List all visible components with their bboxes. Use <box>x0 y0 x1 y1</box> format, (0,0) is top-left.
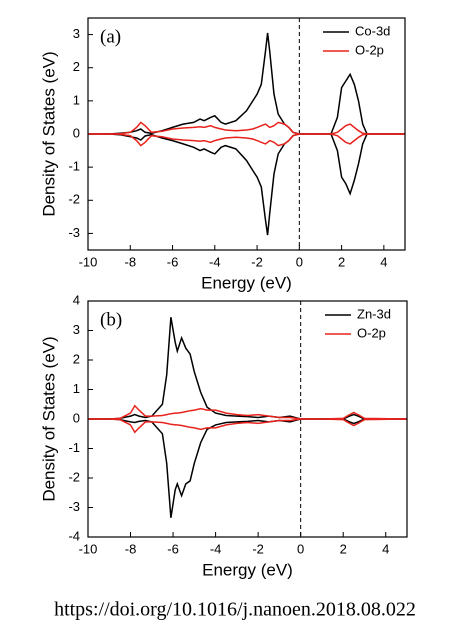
y-tick-label: 4 <box>73 292 80 307</box>
y-axis-label: Density of States (eV) <box>39 51 58 216</box>
y-tick-label: 3 <box>73 322 80 337</box>
x-tick-label: -4 <box>210 541 222 556</box>
x-tick-label: -10 <box>79 541 98 556</box>
legend-label: Co-3d <box>355 23 390 38</box>
y-tick-label: 2 <box>73 59 80 74</box>
dos-line <box>88 121 405 135</box>
x-tick-label: -2 <box>252 541 264 556</box>
x-tick-label: -10 <box>79 254 98 269</box>
dos-line <box>88 32 405 135</box>
x-axis-label: Energy (eV) <box>201 273 292 292</box>
y-tick-label: -3 <box>68 499 80 514</box>
source-doi: https://doi.org/10.1016/j.nanoen.2018.08… <box>54 599 416 621</box>
x-tick-label: -8 <box>124 254 136 269</box>
x-tick-label: -6 <box>167 541 179 556</box>
x-tick-label: 2 <box>340 541 347 556</box>
x-tick-label: -4 <box>209 254 221 269</box>
panel-label: (b) <box>100 309 122 330</box>
y-tick-label: 0 <box>73 410 80 425</box>
y-tick-label: 1 <box>73 381 80 396</box>
x-tick-label: 2 <box>338 254 345 269</box>
y-tick-label: 0 <box>73 125 80 140</box>
y-tick-label: 3 <box>73 26 80 41</box>
y-axis-label: Density of States (eV) <box>39 336 58 501</box>
plot-frame <box>87 17 406 251</box>
legend-label: O-2p <box>357 325 386 340</box>
x-tick-label: 0 <box>296 254 303 269</box>
x-tick-label: 4 <box>380 254 387 269</box>
dos-line <box>88 133 405 236</box>
x-tick-label: 4 <box>382 541 389 556</box>
y-tick-label: -2 <box>68 192 80 207</box>
x-tick-label: -8 <box>125 541 137 556</box>
x-axis-label: Energy (eV) <box>202 560 293 579</box>
plot-frame <box>87 300 408 538</box>
y-tick-label: 2 <box>73 351 80 366</box>
x-tick-label: -6 <box>167 254 179 269</box>
dos-line <box>88 418 407 518</box>
legend-label: O-2p <box>355 42 384 57</box>
y-tick-label: -1 <box>68 440 80 455</box>
x-tick-label: 0 <box>297 541 304 556</box>
dos-line <box>88 418 408 434</box>
panel-label: (a) <box>100 26 121 47</box>
dos-line <box>88 133 405 147</box>
y-tick-label: -1 <box>68 159 80 174</box>
legend-label: Zn-3d <box>357 306 391 321</box>
y-tick-label: 1 <box>73 92 80 107</box>
y-tick-label: -3 <box>68 225 80 240</box>
y-tick-label: -4 <box>68 528 80 543</box>
x-tick-label: -2 <box>251 254 263 269</box>
y-tick-label: -2 <box>68 469 80 484</box>
